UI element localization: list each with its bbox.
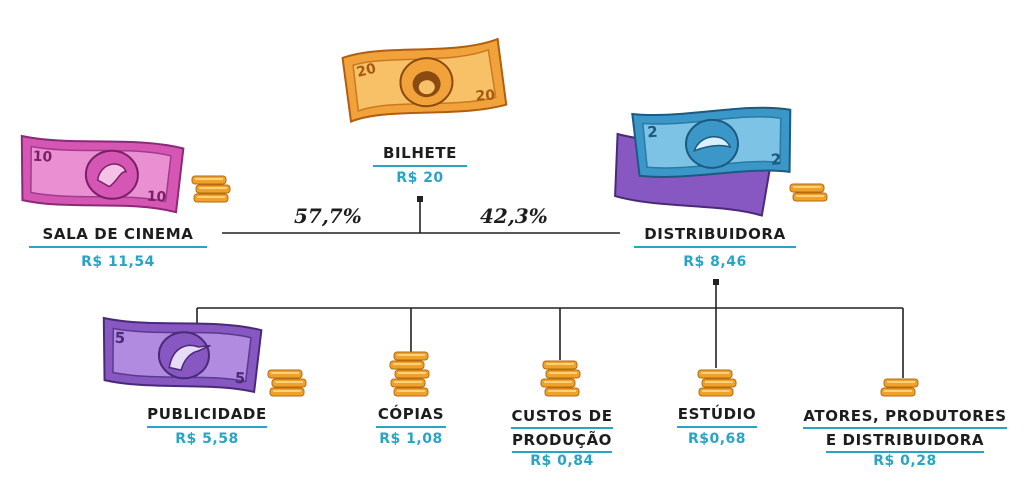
publicidade-label: PUBLICIDADE bbox=[147, 405, 267, 428]
custos-label-line1: CUSTOS DE bbox=[511, 407, 613, 429]
ticket-node bbox=[417, 196, 423, 202]
svg-text:2: 2 bbox=[770, 150, 781, 169]
atores-label: ATORES, PRODUTORES E DISTRIBUIDORA bbox=[802, 405, 1008, 453]
svg-text:2: 2 bbox=[647, 123, 658, 142]
atores-label-line2: E DISTRIBUIDORA bbox=[825, 431, 985, 453]
ticket-label: BILHETE bbox=[373, 144, 467, 167]
coins-estudio-icon bbox=[697, 369, 737, 397]
copias-value: R$ 1,08 bbox=[379, 431, 443, 447]
banknote-20-icon: 20 20 bbox=[341, 37, 508, 123]
svg-text:5: 5 bbox=[234, 369, 245, 388]
svg-text:10: 10 bbox=[146, 189, 167, 206]
distributor-node bbox=[713, 279, 719, 285]
estudio-label: ESTÚDIO bbox=[677, 405, 757, 428]
custos-value: R$ 0,84 bbox=[530, 453, 594, 469]
cinema-value: R$ 11,54 bbox=[81, 254, 155, 270]
cinema-label: SALA DE CINEMA bbox=[29, 225, 207, 248]
svg-text:10: 10 bbox=[32, 149, 53, 166]
ticket-value: R$ 20 bbox=[396, 170, 444, 186]
coins-distributor-icon bbox=[789, 183, 828, 202]
custos-label: CUSTOS DE PRODUÇÃO bbox=[500, 405, 624, 453]
distributor-label: DISTRIBUIDORA bbox=[634, 225, 796, 248]
cinema-share: 57,7% bbox=[294, 204, 362, 228]
coins-atores-icon bbox=[880, 378, 919, 397]
copias-label: CÓPIAS bbox=[376, 405, 446, 428]
distributor-value: R$ 8,46 bbox=[683, 254, 747, 270]
connector-lines bbox=[196, 200, 904, 378]
distributor-share: 42,3% bbox=[480, 204, 548, 228]
coins-copias-icon bbox=[389, 351, 430, 397]
banknote-2-icon: 2 2 bbox=[614, 106, 792, 217]
svg-text:20: 20 bbox=[475, 87, 496, 104]
banknote-10-icon: 10 10 bbox=[20, 134, 185, 214]
coins-publicidade-icon bbox=[267, 369, 307, 397]
atores-label-line1: ATORES, PRODUTORES bbox=[803, 407, 1007, 429]
svg-text:5: 5 bbox=[114, 329, 125, 348]
banknote-5-icon: 5 5 bbox=[102, 316, 263, 394]
coins-cinema-icon bbox=[191, 175, 231, 203]
custos-label-line2: PRODUÇÃO bbox=[511, 431, 613, 453]
svg-text:20: 20 bbox=[355, 61, 378, 81]
atores-value: R$ 0,28 bbox=[873, 453, 937, 469]
estudio-value: R$0,68 bbox=[687, 431, 747, 447]
publicidade-value: R$ 5,58 bbox=[175, 431, 239, 447]
coins-custos-icon bbox=[540, 360, 581, 397]
